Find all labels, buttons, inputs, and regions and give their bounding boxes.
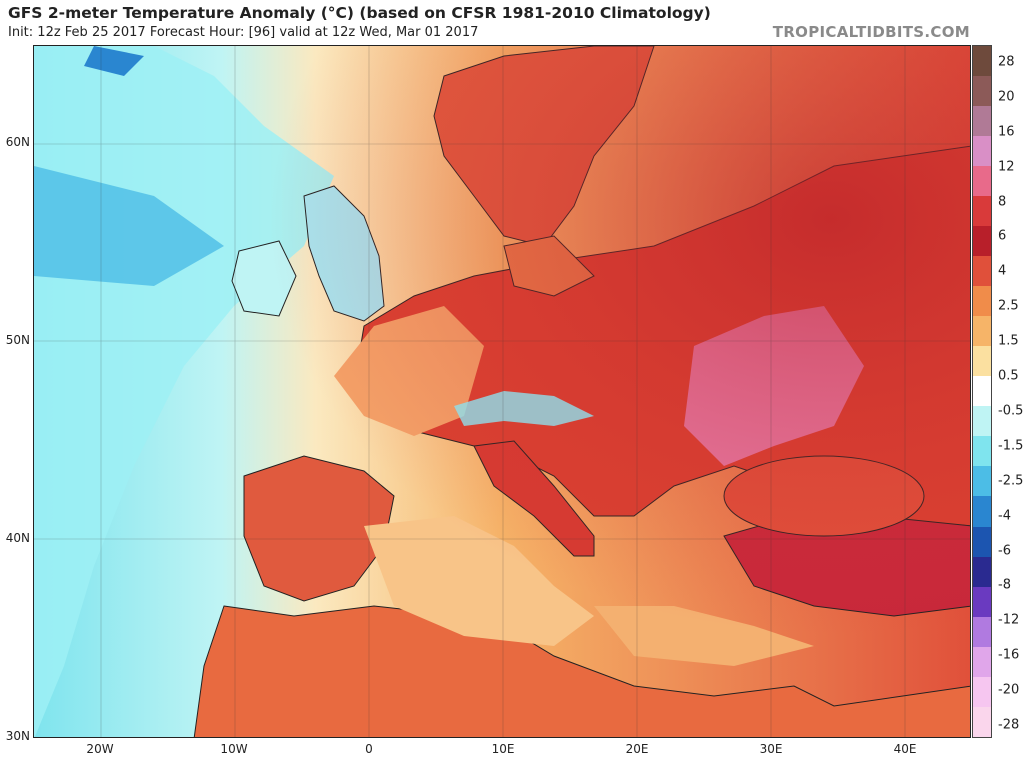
lon-label-40e: 40E	[893, 742, 917, 756]
colorbar-tick-label: -2.5	[998, 473, 1024, 489]
colorbar-segment	[973, 706, 991, 737]
lon-label-20e: 20E	[625, 742, 649, 756]
colorbar-segment	[973, 256, 991, 287]
map-title: GFS 2-meter Temperature Anomaly (°C) (ba…	[8, 4, 711, 22]
colorbar-segment	[973, 496, 991, 527]
colorbar-tick-label: 12	[998, 159, 1015, 175]
lon-label-30e: 30E	[759, 742, 783, 756]
colorbar-segment	[973, 166, 991, 197]
colorbar-segment	[973, 436, 991, 467]
colorbar-tick-label: 16	[998, 124, 1015, 140]
colorbar-tick-label: -16	[998, 647, 1020, 663]
colorbar-tick-label: 8	[998, 194, 1007, 210]
colorbar-tick-label: 20	[998, 89, 1015, 105]
colorbar-segment	[973, 316, 991, 347]
map-subtitle: Init: 12z Feb 25 2017 Forecast Hour: [96…	[8, 25, 479, 40]
colorbar-segment	[973, 646, 991, 677]
colorbar-tick-label: 0.5	[998, 368, 1019, 384]
lon-label-10e: 10E	[491, 742, 515, 756]
colorbar-segment	[973, 286, 991, 317]
lat-label-30n: 30N	[5, 729, 30, 743]
colorbar-segment	[973, 676, 991, 707]
colorbar-segment	[973, 376, 991, 407]
brand-watermark[interactable]: TROPICALTIDBITS.COM	[772, 23, 970, 41]
colorbar-segment	[973, 406, 991, 437]
colorbar-segment	[973, 346, 991, 377]
anomaly-map	[33, 45, 971, 738]
lat-label-60n: 60N	[5, 135, 30, 149]
lon-label-0: 0	[365, 742, 373, 756]
lon-label-20w: 20W	[86, 742, 114, 756]
colorbar-segment	[973, 136, 991, 167]
colorbar-tick-label: 1.5	[998, 333, 1019, 349]
colorbar-tick-label: -12	[998, 612, 1020, 628]
colorbar-tick-label: -0.5	[998, 403, 1024, 419]
colorbar-segment	[973, 616, 991, 647]
colorbar-tick-label: -8	[998, 577, 1011, 593]
alps-cool-streak	[454, 391, 594, 426]
colorbar-segment	[973, 226, 991, 257]
eastern-warm-overlay	[34, 46, 970, 737]
colorbar-tick-label: -6	[998, 543, 1011, 559]
graticule	[34, 46, 970, 737]
header: GFS 2-meter Temperature Anomaly (°C) (ba…	[0, 0, 1024, 44]
lon-label-10w: 10W	[220, 742, 248, 756]
colorbar-tick-label: 28	[998, 54, 1015, 70]
colorbar-segment	[973, 76, 991, 107]
colorbar-segment	[973, 586, 991, 617]
map-canvas	[34, 46, 970, 737]
colorbar-tick-label: 2.5	[998, 298, 1019, 314]
colorbar-tick-label: 6	[998, 228, 1007, 244]
colorbar-tick-label: -20	[998, 682, 1020, 698]
colorbar-segment	[973, 466, 991, 497]
colorbar-tick-label: -28	[998, 717, 1020, 733]
lat-label-40n: 40N	[5, 531, 30, 545]
colorbar-segment	[973, 556, 991, 587]
colorbar-segment	[973, 196, 991, 227]
colorbar-tick-label: -4	[998, 508, 1011, 524]
colorbar-segment	[973, 526, 991, 557]
colorbar-segment	[973, 106, 991, 137]
colorbar	[972, 45, 992, 738]
colorbar-tick-label: -1.5	[998, 438, 1024, 454]
colorbar-segment	[973, 46, 991, 77]
lat-label-50n: 50N	[5, 333, 30, 347]
colorbar-tick-label: 4	[998, 263, 1007, 279]
